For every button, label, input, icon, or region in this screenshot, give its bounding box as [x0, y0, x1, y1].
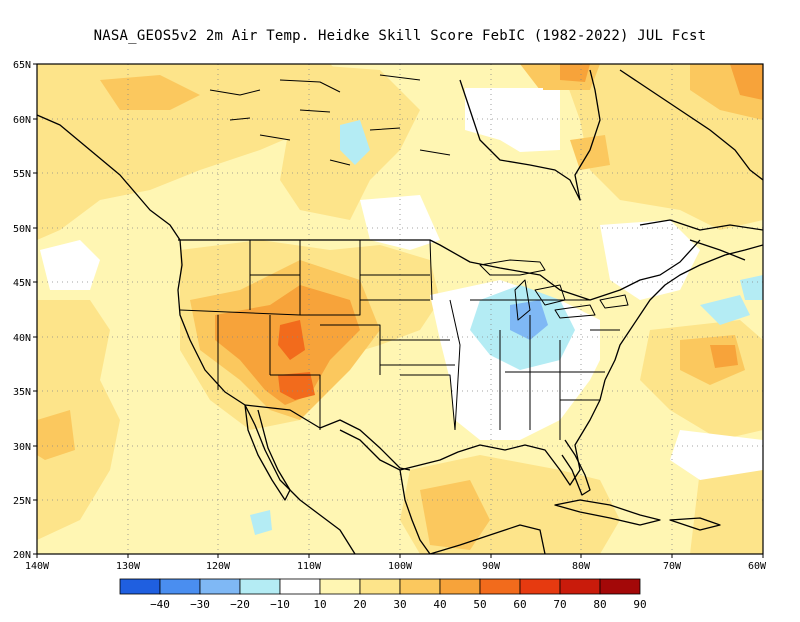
field-region-white [670, 430, 763, 480]
colorbar-label: 80 [593, 598, 606, 611]
colorbar-swatch [399, 578, 441, 595]
lat-label: 35N [13, 387, 31, 398]
lon-label: 100W [388, 561, 413, 572]
field-region-light-blue [700, 295, 750, 325]
colorbar-swatch [319, 578, 361, 595]
field-region-light-blue [340, 120, 370, 165]
field-region-dark-orange [710, 345, 738, 368]
field-region-red-orange [278, 372, 315, 400]
lon-label: 120W [206, 561, 231, 572]
colorbar-label: −10 [270, 598, 290, 611]
colorbar-label: −20 [230, 598, 250, 611]
longitude-labels: 140W 130W 120W 110W 100W 90W 80W 70W 60W [25, 561, 767, 572]
field-region-red-orange [278, 320, 305, 360]
field-region-light-orange [37, 64, 360, 240]
coastline-baja [244, 404, 291, 501]
colorbar-label: 20 [353, 598, 366, 611]
coastline-mexico-east [399, 469, 431, 554]
colorbar-swatch [199, 578, 241, 595]
lon-label: 60W [748, 561, 767, 572]
border-us-mexico [244, 404, 411, 471]
coastline-florida [561, 439, 591, 496]
colorbar-swatch [159, 578, 201, 595]
lat-label: 65N [13, 60, 31, 71]
colorbar-label: −30 [190, 598, 210, 611]
grid-lines [37, 64, 763, 554]
field-region-light-orange [37, 300, 120, 540]
lon-label: 140W [25, 561, 50, 572]
lon-label: 130W [116, 561, 141, 572]
colorbar-swatches [119, 578, 641, 595]
lat-label: 30N [13, 442, 31, 453]
axis-ticks [33, 63, 764, 558]
colorbar-label: 60 [513, 598, 526, 611]
lat-label: 55N [13, 169, 31, 180]
colorbar-swatch [519, 578, 561, 595]
field-region-light-blue [740, 275, 763, 300]
lon-label: 80W [572, 561, 591, 572]
lon-label: 70W [663, 561, 682, 572]
field-region-mid-blue [510, 300, 548, 340]
map-title: NASA_GEOS5v2 2m Air Temp. Heidke Skill S… [93, 28, 707, 44]
field-region-white [360, 195, 440, 250]
colorbar-label: 40 [433, 598, 446, 611]
colorbar-swatch [239, 578, 281, 595]
field-region-orange [420, 480, 490, 550]
colorbar-swatch [479, 578, 521, 595]
coastline-pacific [37, 114, 356, 554]
lon-label: 110W [297, 561, 322, 572]
field-region-dark-orange [730, 64, 763, 100]
coastline-atlantic [604, 244, 763, 381]
lat-label: 25N [13, 496, 31, 507]
colorbar-swatch [559, 578, 601, 595]
field-region-white [40, 240, 100, 290]
skill-score-field [37, 64, 763, 554]
field-region-orange [37, 410, 75, 460]
coastline-labrador [619, 69, 763, 181]
map-boundaries [37, 69, 763, 554]
lat-label: 40N [13, 333, 31, 344]
colorbar-label: 30 [393, 598, 406, 611]
lon-label: 90W [482, 561, 501, 572]
coastline-gulf [339, 379, 606, 486]
state-lines [179, 239, 620, 440]
arctic-islands [209, 74, 451, 166]
coastline-hispaniola [669, 517, 721, 531]
colorbar-swatch [439, 578, 481, 595]
field-region-orange [100, 75, 200, 110]
coastline-cuba [554, 499, 661, 526]
colorbar-label: −40 [150, 598, 170, 611]
lat-label: 45N [13, 278, 31, 289]
coastline-central-america [429, 524, 546, 554]
missing-data-box [488, 88, 543, 112]
colorbar-label: 90 [633, 598, 646, 611]
border-us-canada [178, 239, 701, 301]
field-region-dark-orange [560, 64, 590, 82]
field-region-orange [570, 135, 610, 170]
colorbar-label: 10 [313, 598, 326, 611]
great-lakes [479, 259, 629, 321]
colorbar-label: 70 [553, 598, 566, 611]
colorbar: −40 −30 −20 −10 10 20 30 40 50 60 70 80 90 [119, 578, 647, 611]
coastline-maritimes [639, 219, 763, 261]
latitude-labels: 65N 60N 55N 50N 45N 40N 35N 30N 25N 20N [13, 60, 31, 561]
field-region-light-orange [560, 64, 763, 230]
field-region-light-blue [250, 510, 272, 535]
field-region-white [600, 220, 700, 300]
coastline-hudson-bay [459, 69, 601, 201]
colorbar-labels: −40 −30 −20 −10 10 20 30 40 50 60 70 80 90 [150, 598, 647, 611]
colorbar-swatch [119, 578, 161, 595]
lat-label: 50N [13, 224, 31, 235]
colorbar-swatch [359, 578, 401, 595]
colorbar-swatch [599, 578, 641, 595]
colorbar-label: 50 [473, 598, 486, 611]
lat-label: 60N [13, 115, 31, 126]
colorbar-swatch [279, 578, 321, 595]
lat-label: 20N [13, 550, 31, 561]
field-region-light-orange [690, 460, 763, 554]
